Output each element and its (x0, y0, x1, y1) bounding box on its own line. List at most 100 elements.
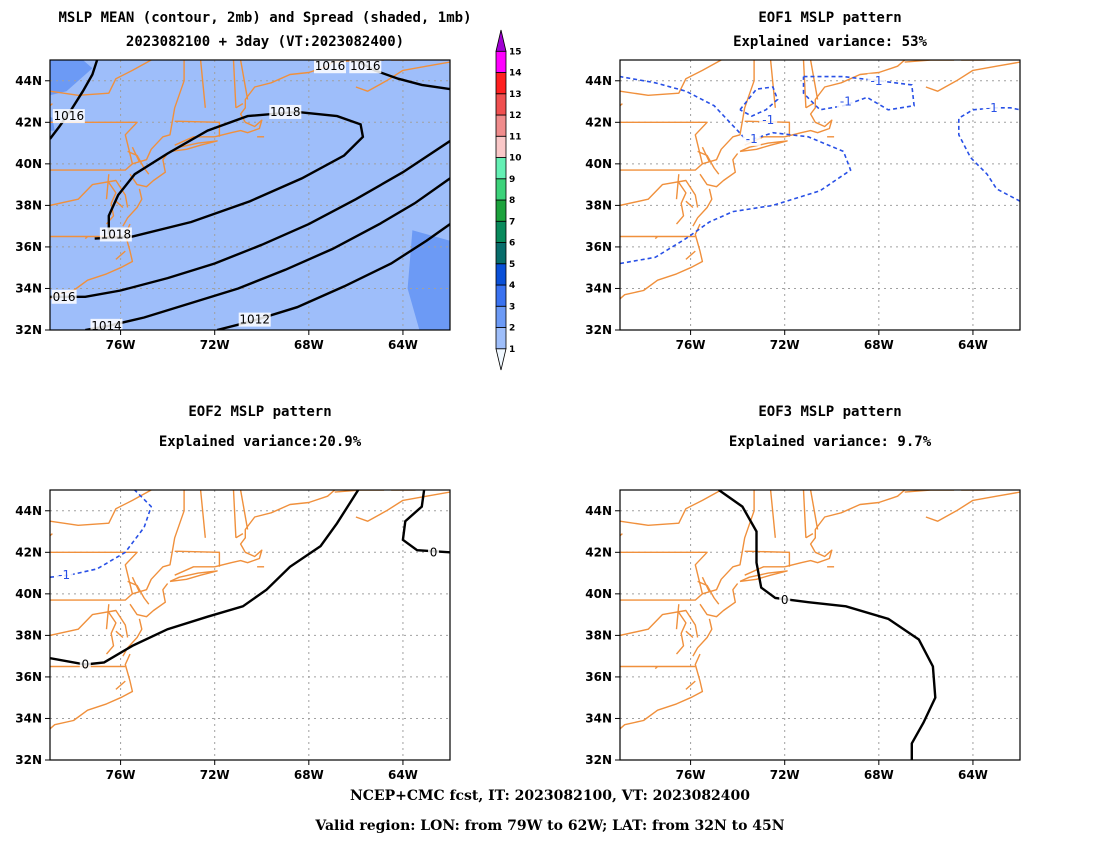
p2-contour-3 (957, 107, 1020, 202)
colorbar-tick-label-8: 9 (509, 175, 515, 185)
p2-y-tick-label-6: 44N (585, 74, 612, 88)
p1-contour-label-bg-0-0 (52, 109, 85, 124)
p3-coastline-18 (105, 612, 117, 655)
panel2-title-line1: EOF1 MSLP pattern (758, 10, 902, 26)
p3-coastline-5 (199, 490, 206, 538)
colorbar-tick-label-5: 6 (509, 239, 515, 249)
p2-coastline-7 (805, 102, 814, 109)
p3-contour-label-bg-1-0 (428, 545, 440, 560)
p2-contour-label-bg-3-0 (982, 100, 1001, 115)
p4-coastline-6 (802, 490, 807, 538)
p4-frame (619, 489, 1021, 761)
colorbar-tick-label-1: 2 (509, 324, 515, 334)
p3-coastline-15 (129, 583, 169, 618)
p3-contour-label-bg-2-0 (55, 568, 74, 583)
p1-coastline-3 (50, 121, 138, 164)
p1-contour-label-5-0: 1012 (239, 313, 270, 327)
p2-coastline-0 (620, 60, 722, 97)
p3-contour-label-1-0: 0 (430, 545, 438, 559)
p2-frame (619, 59, 1021, 331)
p4-x-tick-label-0: 76W (676, 768, 706, 782)
p1-coastline-5 (199, 60, 206, 108)
p2-x-tick-label-1: 72W (770, 338, 800, 352)
p4-coastline-14 (685, 630, 694, 639)
p1-y-tick-label-4: 40N (15, 157, 42, 171)
p4-y-tick-label-6: 44N (585, 504, 612, 518)
p1-spread-shading (50, 60, 450, 330)
colorbar-tick-label-14: 15 (509, 47, 522, 57)
p2-coastline-16 (697, 150, 720, 175)
colorbar-tick-label-13: 14 (509, 69, 522, 79)
p4-coastline-13 (675, 604, 680, 630)
footer-forecast-info: NCEP+CMC fcst, IT: 2023082100, VT: 20230… (349, 788, 751, 804)
p1-contour-label-bg-2-1 (99, 227, 132, 242)
p2-contour-label-1-0: -1 (762, 113, 774, 127)
p1-frame (49, 59, 451, 331)
p1-spread-patch-0 (50, 60, 93, 96)
p1-x-tick-label-2: 68W (294, 338, 324, 352)
p4-coastline-5 (769, 490, 776, 538)
colorbar-cell-13 (495, 72, 507, 95)
p2-coastline-11 (654, 235, 659, 240)
p1-x-tick-label-1: 72W (200, 338, 230, 352)
p1-contour-label-1-1: 1016 (350, 59, 381, 73)
p1-contour-label-1-0: 1016 (315, 59, 346, 73)
p1-y-tick-label-5: 42N (15, 115, 42, 129)
p2-coastline-19 (620, 223, 704, 300)
p3-y-tick-label-4: 40N (15, 587, 42, 601)
p1-coastline-26 (355, 61, 450, 92)
colorbar-tick-label-11: 12 (509, 111, 522, 121)
colorbar-cell-1 (495, 327, 507, 350)
p1-contour-0 (50, 60, 99, 140)
colorbar-tick-label-9: 10 (509, 154, 522, 164)
p2-x-tick-label-0: 76W (676, 338, 706, 352)
colorbar-cell-6 (495, 220, 507, 243)
p4-coastline-11 (654, 665, 659, 670)
colorbar-tick-label-12: 13 (509, 90, 522, 100)
p4-x-tick-label-2: 68W (864, 768, 894, 782)
p4-coastline-22 (744, 490, 906, 576)
p3-contour-label-2-0: -1 (58, 568, 70, 582)
p2-coastline-24 (904, 60, 955, 63)
p2-contour-label-bg-2-1 (836, 94, 855, 109)
p3-y-tick-label-1: 34N (15, 711, 42, 725)
p2-contour-2 (802, 75, 915, 111)
p2-coastline-5 (769, 60, 776, 108)
colorbar-tick-label-2: 3 (509, 302, 515, 312)
p4-coastline-4 (744, 550, 791, 567)
p3-x-tick-label-0: 76W (106, 768, 136, 782)
p1-y-tick-label-2: 36N (15, 240, 42, 254)
p2-coastline-2 (620, 60, 755, 171)
p1-contour-label-bg-1-0 (314, 59, 346, 74)
p2-coastline-22 (744, 60, 906, 146)
p2-coastline-14 (685, 200, 694, 209)
p3-coastline-21 (169, 570, 218, 583)
p2-contour-label-bg-2-0 (867, 73, 886, 88)
p3-coastline-7 (235, 532, 244, 539)
p4-y-tick-label-3: 38N (585, 628, 612, 642)
p3-contour-label-bg-0-0 (79, 657, 91, 672)
colorbar-cell-9 (495, 157, 507, 180)
p3-coastline-14 (115, 630, 124, 639)
colorbar-cell-8 (495, 178, 507, 201)
p4-y-tick-label-1: 34N (585, 711, 612, 725)
p2-coastline-26 (925, 61, 1020, 92)
p4-y-tick-label-0: 32N (585, 753, 612, 767)
p2-y-tick-label-4: 40N (585, 157, 612, 171)
p2-y-tick-label-2: 36N (585, 240, 612, 254)
p4-y-tick-label-2: 36N (585, 670, 612, 684)
p1-contour-label-4-0: 1014 (91, 319, 122, 333)
colorbar-cell-3 (495, 284, 507, 307)
p3-coastline-8 (239, 490, 249, 530)
p1-y-tick-label-0: 32N (15, 323, 42, 337)
p3-coastline-16 (127, 580, 150, 605)
p3-coastline-26 (355, 491, 450, 522)
p3-contour-1 (401, 490, 450, 554)
p4-y-tick-label-4: 40N (585, 587, 612, 601)
colorbar-tick-label-0: 1 (509, 345, 515, 355)
p1-coastline-17 (122, 188, 143, 227)
p1-contour-label-3-0: 016 (53, 290, 76, 304)
p1-coastline-4 (174, 120, 221, 137)
panel4-title-line2: Explained variance: 9.7% (728, 434, 932, 450)
colorbar-cell-12 (495, 93, 507, 116)
